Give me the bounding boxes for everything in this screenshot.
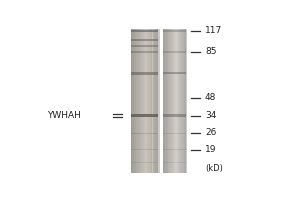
Bar xyxy=(174,29,175,173)
Bar xyxy=(135,29,136,173)
Bar xyxy=(179,29,180,173)
Bar xyxy=(167,29,168,173)
Text: 48: 48 xyxy=(205,93,216,102)
Bar xyxy=(147,29,148,173)
Bar xyxy=(130,149,158,150)
Bar xyxy=(141,29,142,173)
Bar xyxy=(130,114,158,117)
Bar xyxy=(145,29,147,173)
Bar xyxy=(130,39,158,41)
Bar xyxy=(130,51,158,53)
Bar xyxy=(182,29,183,173)
Bar xyxy=(163,133,186,134)
Bar xyxy=(185,29,186,173)
Bar xyxy=(150,29,151,173)
Bar xyxy=(144,29,145,173)
Bar xyxy=(151,29,152,173)
Bar xyxy=(183,29,184,173)
Bar xyxy=(180,29,181,173)
Bar xyxy=(130,29,132,173)
Bar xyxy=(164,29,165,173)
Text: 117: 117 xyxy=(205,26,222,35)
Bar xyxy=(166,29,167,173)
Bar xyxy=(173,29,174,173)
Bar xyxy=(132,29,134,173)
Bar xyxy=(168,29,169,173)
Bar xyxy=(172,29,173,173)
Bar xyxy=(169,29,170,173)
Bar xyxy=(154,29,155,173)
Bar xyxy=(176,29,178,173)
Bar xyxy=(138,29,139,173)
Bar xyxy=(130,72,158,75)
Bar xyxy=(170,29,172,173)
Bar xyxy=(139,29,141,173)
Bar xyxy=(157,29,158,173)
Text: 19: 19 xyxy=(205,145,216,154)
Bar xyxy=(163,162,186,163)
Bar xyxy=(130,29,158,173)
Text: (kD): (kD) xyxy=(205,164,223,173)
Bar xyxy=(130,133,158,134)
Bar xyxy=(155,29,157,173)
Text: 26: 26 xyxy=(205,128,216,137)
Bar xyxy=(163,30,186,32)
Text: YWHAH: YWHAH xyxy=(47,111,81,120)
Bar xyxy=(130,162,158,163)
Text: 85: 85 xyxy=(205,47,216,56)
Bar xyxy=(136,29,138,173)
Bar xyxy=(184,29,185,173)
Bar xyxy=(163,29,186,173)
Bar xyxy=(134,29,135,173)
Bar xyxy=(163,149,186,150)
Bar xyxy=(175,29,176,173)
Bar xyxy=(178,29,179,173)
Bar xyxy=(163,29,164,173)
Bar xyxy=(142,29,144,173)
Bar xyxy=(163,114,186,117)
Bar xyxy=(152,29,154,173)
Bar xyxy=(148,29,149,173)
Bar xyxy=(130,30,158,32)
Text: 34: 34 xyxy=(205,111,216,120)
Bar xyxy=(186,29,188,173)
Bar xyxy=(163,72,186,74)
Bar xyxy=(130,45,158,47)
Bar xyxy=(163,51,186,53)
Bar xyxy=(158,29,160,173)
